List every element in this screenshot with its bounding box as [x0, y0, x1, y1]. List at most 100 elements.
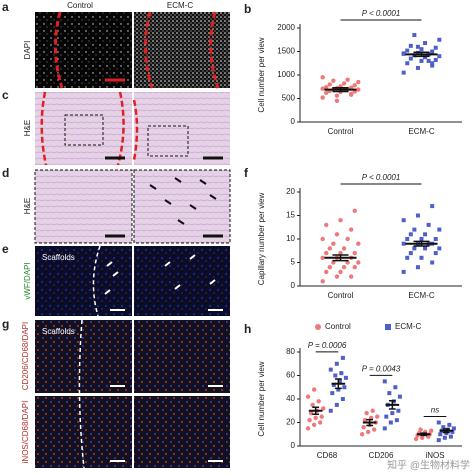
data-point — [352, 250, 357, 256]
arrow — [104, 254, 216, 295]
data-point — [320, 86, 325, 91]
data-point — [436, 438, 441, 443]
data-point — [341, 81, 347, 86]
data-point — [419, 237, 424, 241]
data-point — [437, 246, 442, 251]
legend-marker — [385, 324, 391, 330]
data-point — [328, 367, 333, 372]
data-point — [331, 260, 336, 265]
data-point — [412, 246, 417, 251]
panel-letter: d — [2, 166, 9, 180]
panel-letter: a — [2, 0, 9, 14]
data-point — [426, 58, 431, 63]
data-point — [387, 391, 392, 396]
data-point — [430, 204, 435, 209]
data-point — [319, 414, 324, 419]
data-point — [419, 58, 424, 63]
data-point — [356, 87, 361, 92]
data-point — [451, 426, 456, 431]
data-point — [437, 227, 442, 232]
border-line — [78, 319, 85, 469]
data-point — [324, 85, 329, 90]
data-point — [433, 45, 438, 50]
legend-label: ECM-C — [395, 322, 421, 331]
y-tick-label: 20 — [286, 418, 295, 427]
error-bar — [442, 428, 450, 434]
data-point — [405, 61, 410, 66]
arrow — [149, 177, 217, 225]
data-point — [437, 37, 442, 42]
y-tick-label: 5 — [291, 258, 296, 267]
data-point — [436, 420, 441, 425]
y-tick-label: 0 — [291, 117, 296, 126]
micrograph — [35, 12, 132, 88]
x-tick-label: Control — [328, 127, 354, 136]
annotation: ns — [431, 406, 439, 415]
data-point — [415, 65, 420, 70]
y-tick-label: 1000 — [277, 70, 295, 79]
data-point — [412, 227, 417, 232]
watermark: 知乎 @生物材料学 — [387, 459, 470, 472]
data-point — [341, 265, 347, 270]
data-point — [311, 387, 317, 392]
data-point — [324, 269, 329, 275]
data-point — [342, 385, 347, 390]
y-tick-label: 40 — [286, 394, 295, 403]
data-point — [328, 408, 333, 413]
data-point — [331, 78, 336, 83]
data-point — [401, 218, 406, 223]
data-point — [415, 265, 420, 270]
data-point — [433, 251, 438, 256]
data-point — [338, 250, 343, 256]
data-point — [340, 397, 345, 401]
data-point — [345, 260, 350, 265]
data-point — [361, 425, 366, 430]
data-point — [310, 402, 315, 408]
data-point — [327, 265, 333, 270]
data-point — [412, 33, 417, 38]
data-point — [390, 411, 395, 416]
data-point — [415, 44, 420, 49]
data-point — [430, 63, 435, 68]
data-point — [313, 415, 318, 420]
y-tick-label: 15 — [286, 211, 295, 220]
y-tick-label: 0 — [291, 281, 296, 290]
panel-letter: b — [244, 2, 251, 16]
x-tick-label: CD68 — [317, 451, 338, 460]
annotation: P < 0.0001 — [362, 173, 401, 182]
data-point — [423, 232, 428, 237]
micrograph — [134, 246, 230, 316]
inset-box — [64, 114, 104, 146]
data-point — [397, 394, 402, 399]
data-point — [441, 425, 446, 430]
data-point — [356, 241, 361, 246]
data-point — [320, 255, 325, 260]
data-point — [448, 434, 453, 439]
micrograph — [35, 246, 132, 316]
data-point — [408, 56, 413, 61]
data-point — [401, 241, 406, 246]
data-point — [308, 410, 314, 416]
data-point — [408, 232, 413, 237]
y-tick-label: 60 — [286, 371, 295, 380]
data-point — [331, 241, 336, 246]
error-bar — [334, 378, 342, 390]
data-point — [327, 82, 333, 87]
annotation: P < 0.0001 — [362, 9, 401, 18]
data-point — [352, 208, 357, 213]
data-point — [405, 48, 410, 53]
column-label: ECM-C — [167, 1, 193, 10]
data-point — [339, 371, 344, 376]
annotation: P = 0.0006 — [308, 341, 347, 350]
data-point — [331, 382, 336, 387]
data-point — [321, 406, 326, 411]
data-point — [401, 70, 406, 75]
data-point — [334, 274, 340, 279]
stain-label: H&E — [23, 120, 32, 136]
border-line — [53, 11, 220, 89]
data-point — [408, 43, 413, 48]
micrograph — [35, 92, 132, 165]
x-tick-label: ECM-C — [408, 291, 434, 300]
panel-letter: h — [244, 322, 251, 336]
stain-label: DAPI — [23, 41, 32, 60]
